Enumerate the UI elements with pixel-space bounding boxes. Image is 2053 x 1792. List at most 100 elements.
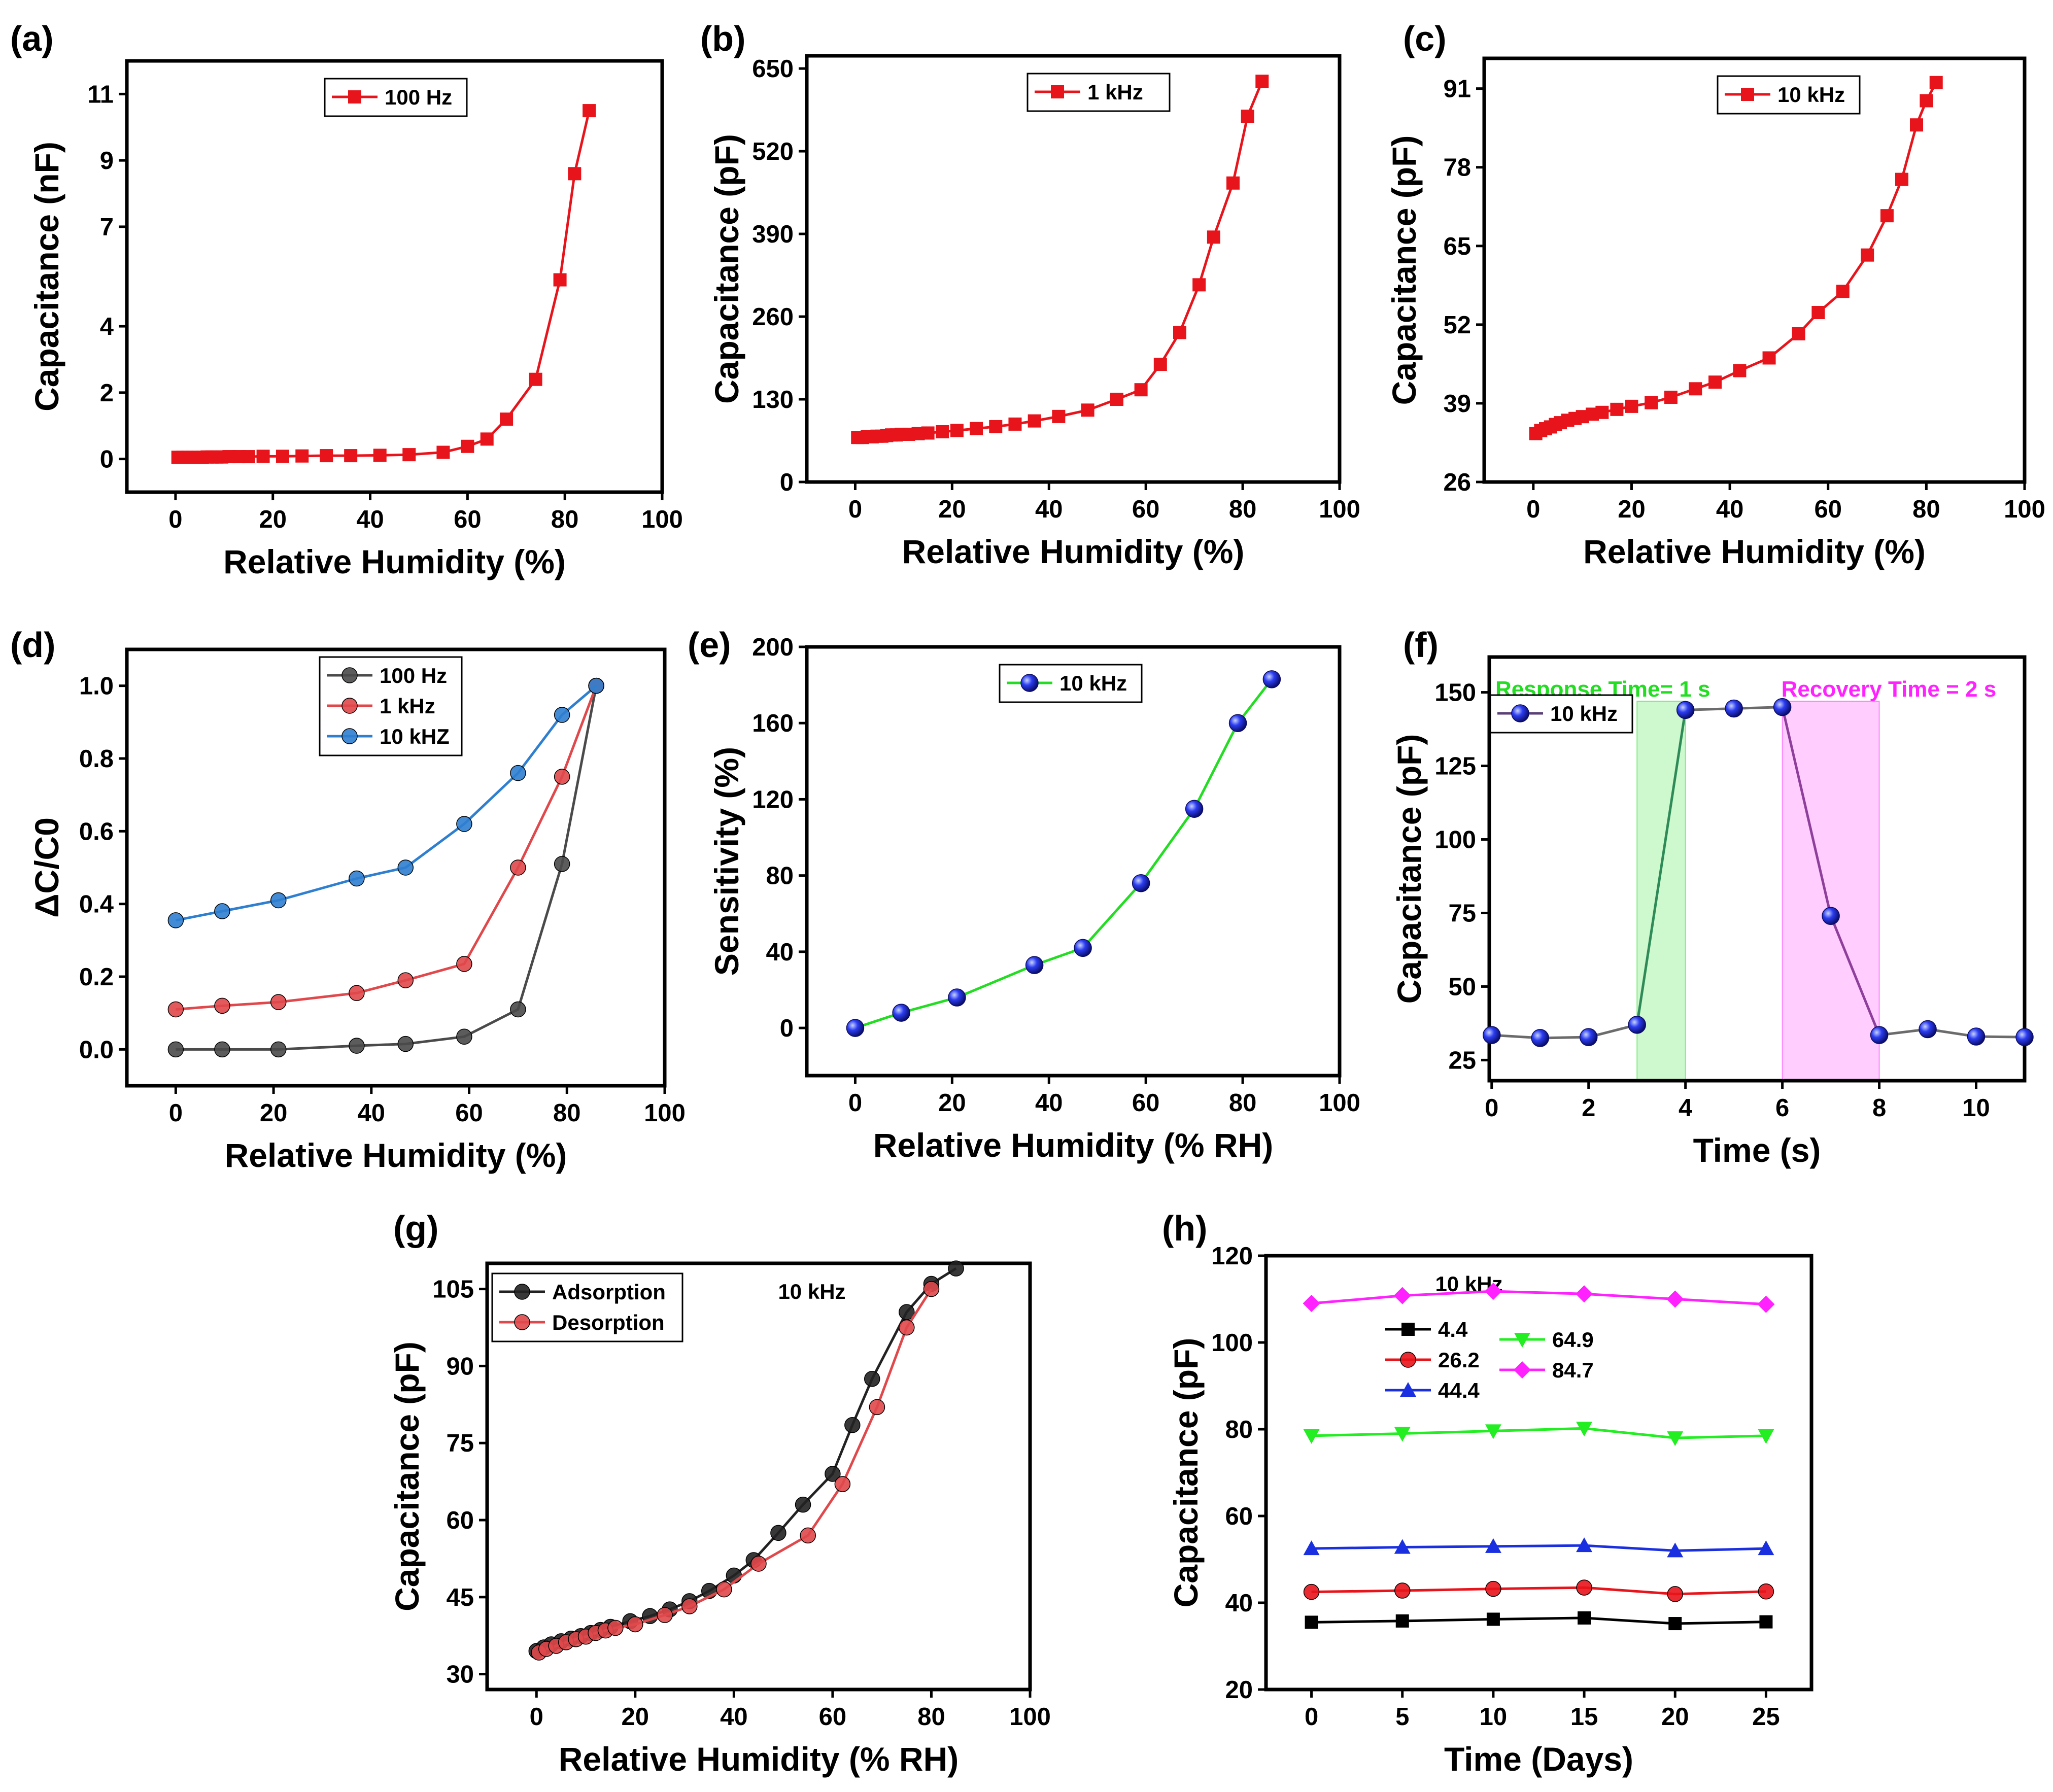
panel-h: 0 5 10 15 20 25 20 40 60 80 100 120 Time (Days) Capac… [1162,1209,1814,1778]
plot-frame [1487,655,2027,1083]
legend-marker [1400,1382,1416,1397]
legend-label: Adsorption [552,1280,666,1304]
data-point [1689,382,1702,396]
series-10 kHz [1483,698,2034,1047]
legend-label: 26.2 [1438,1348,1480,1372]
data-point [349,1038,365,1054]
legend-box [1026,73,1171,112]
data-point [1708,375,1722,389]
x-tick-label: 20 [1661,1703,1689,1731]
data-point [1822,907,1840,925]
legend: 10 kHz [1717,75,1861,115]
data-point [1303,1429,1320,1444]
x-tick-label: 0 [530,1703,543,1731]
series-Desorption [531,1281,940,1661]
y-tick-label: 650 [752,55,794,83]
data-point [1132,874,1150,892]
data-point [1666,1290,1684,1308]
annotation-band-1 [1782,700,1880,1081]
y-tick-label: 7 [100,214,114,241]
y-tick-label: 20 [1225,1676,1253,1704]
series-10 kHz [1529,76,1943,440]
x-axis-label: Time (Days) [1444,1740,1633,1778]
x-axis-label: Relative Humidity (% RH) [873,1126,1273,1164]
data-point [554,707,570,723]
data-point [1595,405,1609,419]
data-point [461,439,474,453]
data-point [553,273,567,287]
data-point [1725,699,1743,718]
legend: 100 Hz [324,78,468,117]
panel-label: (e) [688,625,731,665]
legend-label: 1 kHz [1087,80,1143,104]
y-tick-label: 390 [752,221,794,248]
legend-marker [1401,1323,1415,1336]
data-point [1110,393,1123,406]
x-tick-label: 4 [1679,1094,1692,1122]
y-tick-label: 25 [1448,1047,1476,1074]
legend-label: 64.9 [1552,1328,1594,1352]
data-point [1052,409,1066,423]
y-tick-label: 0.6 [79,818,114,845]
data-point [397,972,414,988]
legend: 4.4 26.2 44.4 64.9 84.7 [1385,1318,1594,1402]
legend-marker [348,90,361,104]
y-tick-label: 9 [100,147,114,175]
y-tick-label: 26 [1443,469,1471,496]
data-point [295,449,309,463]
data-point [1667,1586,1683,1602]
x-tick-label: 100 [1319,496,1360,523]
x-axis-label: Relative Humidity (%) [1583,533,1926,570]
data-point [948,1260,964,1277]
x-tick-label: 40 [356,506,384,533]
series-line-segment [1781,707,1832,916]
x-tick-label: 40 [720,1703,748,1731]
x-tick-label: 20 [1618,496,1646,523]
data-point [1645,396,1658,409]
data-point [373,449,387,462]
y-tick-label: 120 [1211,1243,1253,1270]
data-point [167,1041,184,1058]
y-tick-label: 260 [752,303,794,331]
data-point [397,1036,414,1052]
data-point [510,765,526,781]
plot-frame [1264,1254,1814,1692]
y-tick-label: 80 [766,863,794,890]
plot-frame [1482,56,2027,484]
y-tick-label: 40 [766,939,794,966]
x-tick-label: 80 [1229,1089,1257,1117]
data-point [256,450,270,463]
panel-label: (g) [393,1209,438,1248]
data-point [1762,351,1776,365]
panel-label: (d) [10,625,55,665]
y-tick-label: 50 [1448,973,1476,1001]
data-point [770,1525,786,1541]
data-point [1576,1579,1592,1596]
x-tick-label: 0 [168,506,182,533]
data-point [844,1417,861,1433]
data-point [1576,1422,1593,1437]
data-point [892,1004,910,1022]
x-tick-label: 60 [1132,1089,1160,1117]
data-point [480,432,494,446]
panel-e: 0 20 40 60 80 100 0 40 80 120 160 200 Relative Humid… [688,625,1360,1164]
legend-label: 100 Hz [380,664,447,687]
data-point [1394,1539,1411,1554]
data-point [1733,364,1747,377]
panel-c: 0 20 40 60 80 100 26 39 52 65 78 91 Relative Humidit… [1385,19,2045,570]
series-line [1311,1427,1766,1439]
series-10 kHz [846,670,1281,1037]
data-point [795,1496,811,1513]
data-point [1861,248,1874,262]
data-point [1578,1611,1591,1625]
data-point [1303,1583,1320,1600]
x-tick-label: 40 [1035,1089,1063,1117]
x-tick-label: 100 [641,506,683,533]
data-point [1758,1540,1774,1556]
series-line [1535,82,1937,435]
y-tick-label: 130 [752,386,794,413]
data-point [456,1028,472,1045]
data-point [1074,939,1092,957]
y-tick-label: 150 [1434,679,1476,707]
data-point [1303,1540,1320,1556]
